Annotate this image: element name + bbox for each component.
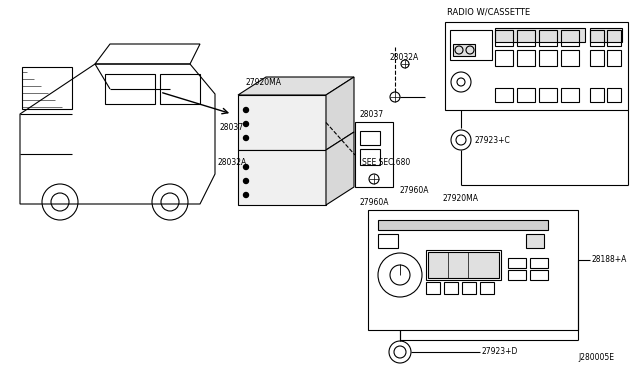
Bar xyxy=(238,95,326,150)
Bar xyxy=(378,234,398,248)
Bar xyxy=(508,270,526,280)
Circle shape xyxy=(243,164,248,170)
Bar xyxy=(539,50,557,66)
Bar xyxy=(453,44,475,56)
Bar xyxy=(360,149,380,165)
Circle shape xyxy=(243,135,248,141)
Circle shape xyxy=(243,122,248,126)
Bar xyxy=(526,234,544,248)
Text: SEE SEC.680: SEE SEC.680 xyxy=(362,157,410,167)
Bar xyxy=(105,74,155,104)
Bar xyxy=(360,131,380,145)
Bar xyxy=(160,74,200,104)
Bar xyxy=(561,50,579,66)
Text: 27920MA: 27920MA xyxy=(443,193,479,202)
Bar xyxy=(607,50,621,66)
Bar xyxy=(495,50,513,66)
Bar xyxy=(517,30,535,46)
Bar xyxy=(355,122,393,187)
Bar xyxy=(607,30,621,46)
Bar xyxy=(378,220,548,230)
Circle shape xyxy=(243,192,248,198)
Bar xyxy=(426,250,501,280)
Bar xyxy=(561,30,579,46)
Text: 27960A: 27960A xyxy=(400,186,429,195)
Bar xyxy=(495,88,513,102)
Bar xyxy=(462,282,476,294)
Text: 28032A: 28032A xyxy=(390,52,419,61)
Bar xyxy=(590,88,604,102)
Bar xyxy=(561,88,579,102)
Text: 28188+A: 28188+A xyxy=(592,256,627,264)
Bar xyxy=(517,50,535,66)
Bar xyxy=(590,50,604,66)
Text: 28032A: 28032A xyxy=(217,157,246,167)
Bar xyxy=(590,28,622,42)
Text: RADIO W/CASSETTE: RADIO W/CASSETTE xyxy=(447,7,530,16)
Bar xyxy=(428,252,499,278)
Bar xyxy=(539,30,557,46)
Bar xyxy=(495,30,513,46)
Bar xyxy=(445,22,628,110)
Polygon shape xyxy=(238,77,354,95)
Bar xyxy=(508,258,526,268)
Bar xyxy=(607,88,621,102)
Circle shape xyxy=(243,108,248,112)
Bar xyxy=(517,88,535,102)
Text: 27960A: 27960A xyxy=(360,198,390,206)
Bar xyxy=(539,88,557,102)
Bar xyxy=(444,282,458,294)
Bar xyxy=(495,28,585,42)
Text: 28037: 28037 xyxy=(360,109,384,119)
Polygon shape xyxy=(326,132,354,205)
Bar xyxy=(530,270,548,280)
Bar xyxy=(480,282,494,294)
Text: 27920MA: 27920MA xyxy=(246,77,282,87)
Bar xyxy=(238,150,326,205)
Text: 27923+C: 27923+C xyxy=(475,135,511,144)
Bar xyxy=(530,258,548,268)
Circle shape xyxy=(243,179,248,183)
Bar xyxy=(450,30,492,60)
Text: 27923+D: 27923+D xyxy=(482,347,518,356)
Bar xyxy=(426,282,440,294)
Text: 28037: 28037 xyxy=(220,122,244,131)
Bar xyxy=(590,30,604,46)
Polygon shape xyxy=(326,77,354,150)
Text: J280005E: J280005E xyxy=(578,353,614,362)
Bar xyxy=(22,67,72,109)
Bar xyxy=(368,210,578,330)
